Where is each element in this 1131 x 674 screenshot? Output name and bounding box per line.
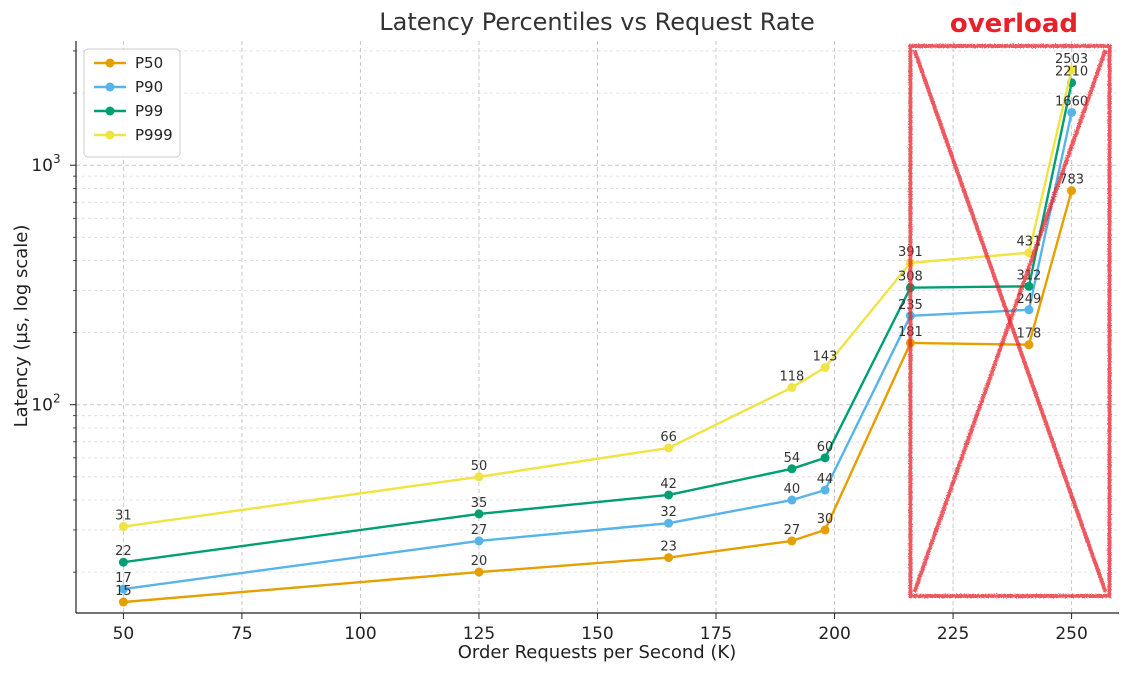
y-tick-label: 103 [31,152,60,176]
legend-label-p999: P999 [135,126,173,144]
legend-label-p99: P99 [135,102,163,120]
data-point-p999 [1067,65,1077,75]
x-axis-title: Order Requests per Second (K) [458,642,737,663]
data-point-p50 [820,525,830,535]
data-point-p99 [664,490,674,500]
x-tick-label: 250 [1055,624,1087,644]
x-tick-label: 150 [581,624,613,644]
data-label-p999: 143 [813,349,838,364]
data-label-p99: 35 [471,496,488,511]
data-label-p50: 30 [817,512,834,527]
data-label-p99: 22 [115,544,132,559]
data-point-p99 [787,464,797,474]
data-point-p999 [118,522,128,532]
chart-title: Latency Percentiles vs Request Rate [379,8,815,36]
data-label-p99: 60 [817,440,834,455]
x-tick-label: 175 [700,624,732,644]
data-point-p90 [820,485,830,495]
legend-marker-p50 [105,58,115,68]
x-tick-label: 200 [818,624,850,644]
legend: P50 P90 P99 P999 [83,48,181,158]
data-label-p90: 27 [471,523,488,538]
legend-label-p50: P50 [135,54,163,72]
data-point-p999 [787,382,797,392]
data-point-p99 [118,557,128,567]
x-tick-label: 125 [463,624,495,644]
data-label-p90: 32 [660,505,677,520]
series-lines [118,65,1077,607]
data-point-p50 [1067,186,1077,196]
overload-cross-line [912,49,1108,593]
data-label-p999: 50 [471,459,488,474]
axes: 50 75 100 125 150 175 200 225 250 102 103 [31,41,1119,644]
data-point-p50 [664,553,674,563]
data-label-p999: 66 [660,430,677,445]
data-point-p99 [1024,281,1034,291]
data-point-p90 [787,495,797,505]
series-line-p50 [123,190,1073,604]
data-point-p50 [474,567,484,577]
data-label-p999: 31 [115,509,132,524]
data-label-p90: 44 [817,472,834,487]
x-tick-label: 75 [231,624,253,644]
data-point-p50 [787,536,797,546]
data-point-p90 [1024,305,1034,315]
x-tick-label: 225 [937,624,969,644]
legend-label-p90: P90 [135,78,163,96]
legend-marker-p99 [105,106,115,116]
overload-label: overload [950,9,1078,39]
data-label-p50: 178 [1017,327,1042,342]
y-axis-title: Latency (µs, log scale) [11,225,32,428]
data-point-p90 [474,536,484,546]
data-point-p999 [664,443,674,453]
data-point-p99 [474,509,484,519]
data-point-p90 [1067,107,1077,117]
data-label-p90: 40 [784,482,801,497]
data-point-p90 [664,518,674,528]
data-point-p99 [820,453,830,463]
legend-box [83,48,181,158]
data-point-p999 [474,472,484,482]
x-tick-label: 100 [344,624,376,644]
data-point-p90 [118,584,128,594]
data-label-p50: 783 [1059,173,1084,188]
y-tick-label: 102 [31,392,60,416]
data-label-p90: 249 [1017,292,1042,307]
series-line-p90 [123,112,1073,591]
data-label-p90: 1660 [1055,94,1088,109]
overload-annotation: overload [908,9,1112,598]
data-label-p50: 27 [784,523,801,538]
data-label-p99: 54 [784,451,801,466]
data-label-p50: 15 [115,584,132,599]
data-label-p999: 2503 [1055,52,1088,67]
data-label-p99: 42 [660,477,677,492]
x-tick-label: 50 [113,624,135,644]
legend-marker-p999 [105,130,115,140]
overload-box [908,44,1112,598]
data-label-p999: 118 [779,369,804,384]
legend-marker-p90 [105,82,115,92]
data-label-p50: 23 [660,540,677,555]
data-point-p50 [118,597,128,607]
data-label-p90: 17 [115,571,132,586]
series-line-p999 [123,69,1073,528]
grid-lines [76,41,1119,613]
data-label-p99: 2210 [1055,65,1088,80]
data-point-p999 [820,362,830,372]
data-label-p50: 20 [471,554,488,569]
data-point-p50 [1024,340,1034,350]
series-line-p99 [123,82,1073,564]
